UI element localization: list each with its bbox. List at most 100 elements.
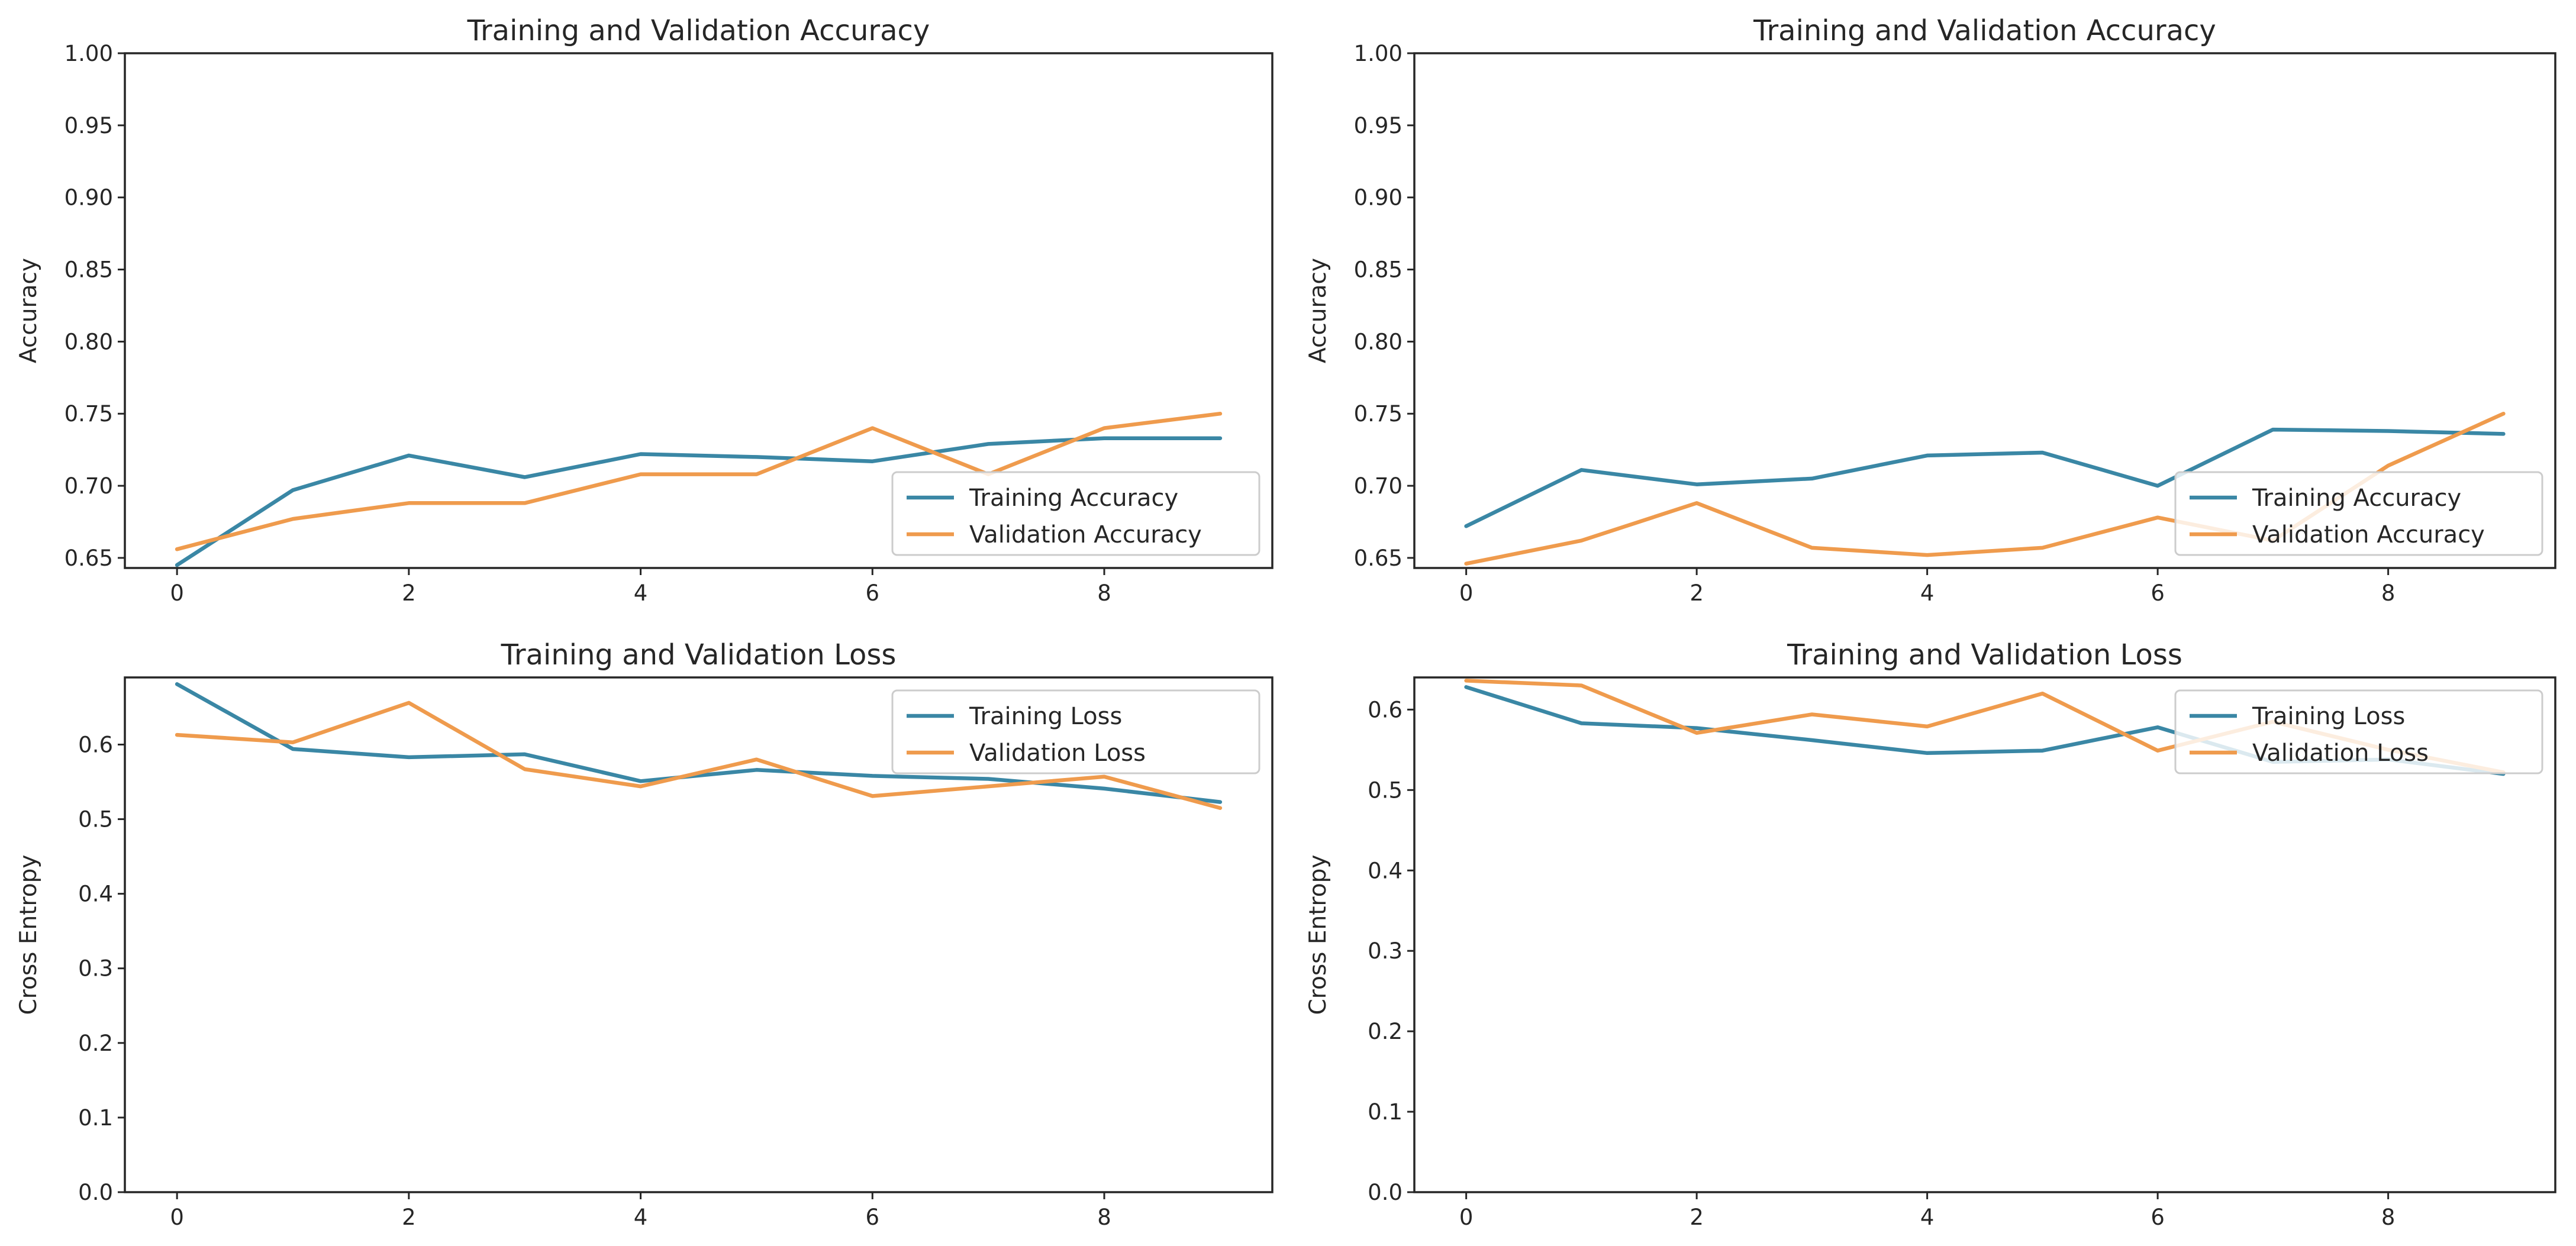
- y-tick-label: 0.85: [1354, 257, 1403, 283]
- data-point: [1218, 412, 1222, 415]
- legend-box: [891, 471, 1260, 556]
- data-point: [1810, 712, 1814, 716]
- legend-label: Validation Accuracy: [969, 521, 1202, 548]
- x-tick-label: 4: [634, 1205, 648, 1230]
- data-point: [2040, 451, 2044, 454]
- y-tick-label: 1.00: [65, 41, 113, 66]
- data-point: [1218, 800, 1222, 804]
- data-point: [175, 547, 179, 551]
- series-line-training-accuracy: [1464, 427, 2506, 528]
- series-line-validation-loss: [175, 701, 1223, 810]
- x-tick-label: 8: [2381, 580, 2396, 606]
- y-axis-label: Cross Entropy: [1305, 855, 1331, 1015]
- chart-panel-3: Training and Validation Loss Cross Entrop…: [15, 638, 1274, 1230]
- data-point: [407, 756, 411, 759]
- data-point: [871, 427, 874, 430]
- y-tick-label: 0.65: [65, 545, 113, 571]
- data-point: [2501, 432, 2505, 435]
- y-tick-label: 0.85: [65, 257, 113, 283]
- x-tick-label: 8: [1097, 1205, 1111, 1230]
- series-line-training-accuracy: [175, 436, 1223, 567]
- y-tick-label: 0.1: [78, 1105, 113, 1131]
- y-tick-label: 0.5: [78, 807, 113, 832]
- legend-box: [2174, 471, 2543, 556]
- data-point: [1579, 468, 1583, 472]
- data-point: [2040, 546, 2044, 550]
- legend-label: Validation Loss: [2252, 740, 2429, 767]
- data-point: [755, 455, 759, 459]
- legend-label: Validation Loss: [969, 740, 1146, 767]
- y-tick-label: 0.90: [65, 185, 113, 211]
- x-tick-label: 6: [2151, 580, 2165, 606]
- data-point: [1579, 721, 1583, 725]
- y-tick-label: 0.70: [65, 473, 113, 499]
- y-tick-label: 0.6: [78, 732, 113, 757]
- data-point: [291, 747, 295, 751]
- data-point: [523, 753, 527, 756]
- series-line-training-loss: [175, 682, 1223, 804]
- y-tick-label: 0.1: [1368, 1099, 1403, 1125]
- legend: Training Accuracy Validation Accuracy: [891, 471, 1260, 556]
- data-point: [639, 472, 643, 476]
- data-point: [639, 785, 643, 788]
- x-tick-label: 6: [866, 1205, 880, 1230]
- data-point: [1465, 679, 1468, 683]
- legend-box: [891, 689, 1260, 774]
- y-tick-label: 1.00: [1354, 41, 1403, 66]
- y-tick-label: 0.75: [1354, 401, 1403, 427]
- data-point: [871, 774, 874, 778]
- data-point: [1926, 751, 1929, 755]
- data-point: [1695, 501, 1698, 505]
- data-point: [1926, 553, 1929, 557]
- y-tick-label: 0.95: [65, 113, 113, 138]
- y-tick-label: 0.0: [1368, 1180, 1403, 1205]
- y-tick-label: 0.3: [78, 956, 113, 982]
- y-tick-label: 0.95: [1354, 113, 1403, 138]
- y-tick-label: 0.70: [1354, 473, 1403, 499]
- data-point: [291, 741, 295, 744]
- legend-label: Training Accuracy: [2252, 485, 2461, 512]
- x-tick-label: 6: [866, 580, 880, 606]
- data-point: [1810, 546, 1814, 550]
- y-tick-label: 0.90: [1354, 185, 1403, 211]
- data-point: [1695, 483, 1698, 486]
- data-point: [2040, 692, 2044, 695]
- y-tick-label: 0.4: [1368, 858, 1403, 883]
- data-point: [175, 682, 179, 686]
- data-point: [523, 475, 527, 479]
- data-point: [639, 779, 643, 783]
- data-point: [986, 442, 990, 446]
- chart-panel-2: Training and Validation Accuracy Accuracy…: [1305, 14, 2556, 606]
- data-point: [986, 777, 990, 781]
- data-point: [2387, 464, 2390, 467]
- legend-label: Validation Accuracy: [2252, 521, 2485, 548]
- legend-label: Training Loss: [969, 703, 1122, 730]
- data-point: [755, 768, 759, 772]
- chart-panel-1: Training and Validation Accuracy Accuracy…: [15, 14, 1274, 606]
- data-point: [2156, 484, 2159, 488]
- legend: Training Loss Validation Loss: [891, 689, 1260, 774]
- data-point: [175, 563, 179, 567]
- x-tick-label: 0: [1459, 580, 1474, 606]
- legend-label: Training Accuracy: [969, 485, 1178, 512]
- legend: Training Accuracy Validation Accuracy: [2174, 471, 2543, 556]
- data-point: [871, 460, 874, 463]
- legend: Training Loss Validation Loss: [2174, 689, 2543, 774]
- legend-box: [2174, 689, 2543, 774]
- y-axis-label: Accuracy: [1305, 258, 1331, 363]
- data-point: [2156, 725, 2159, 729]
- x-tick-label: 2: [1690, 580, 1704, 606]
- x-tick-label: 2: [402, 1205, 416, 1230]
- x-tick-label: 8: [2381, 1205, 2396, 1230]
- legend-label: Training Loss: [2252, 703, 2405, 730]
- x-tick-label: 0: [170, 580, 184, 606]
- data-point: [407, 454, 411, 457]
- data-point: [986, 785, 990, 788]
- chart-title: Training and Validation Loss: [501, 638, 897, 672]
- data-point: [2156, 749, 2159, 753]
- chart-panel-4: Training and Validation Loss Cross Entrop…: [1305, 638, 2556, 1230]
- data-point: [2501, 412, 2505, 415]
- data-point: [1579, 683, 1583, 687]
- data-point: [755, 758, 759, 761]
